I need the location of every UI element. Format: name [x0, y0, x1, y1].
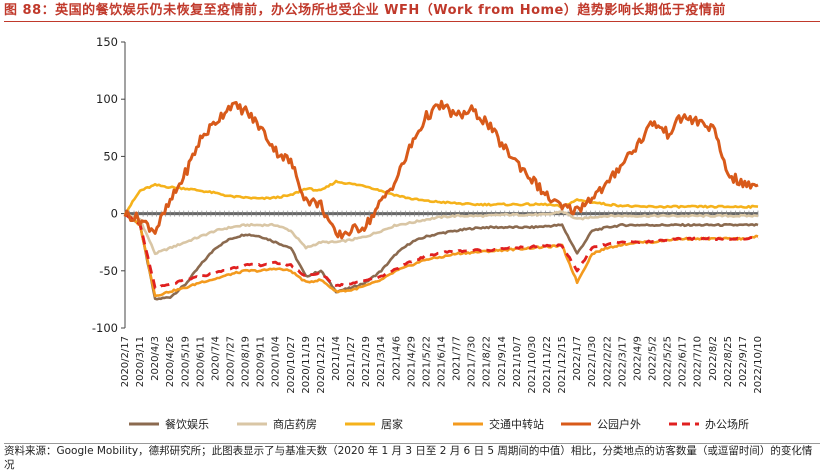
- y-tick-label: 100: [96, 92, 118, 106]
- x-tick-label: 2021/7/30: [467, 336, 478, 387]
- x-tick-label: 2022/1/30: [587, 336, 598, 387]
- y-tick-label: 50: [103, 149, 118, 163]
- x-tick-label: 2021/5/22: [421, 336, 432, 387]
- x-tick-label: 2021/1/4: [331, 336, 342, 381]
- x-tick-label: 2021/2/19: [361, 336, 372, 387]
- x-tick-label: 2022/1/7: [572, 336, 583, 381]
- x-axis: 2020/2/17 2020/3/11 2020/4/3 2020/4/26 2020/…: [120, 210, 764, 394]
- x-tick-label: 2021/8/22: [482, 336, 493, 387]
- x-tick-label: 2020/10/27: [286, 336, 297, 394]
- x-tick-label: 2021/12/15: [557, 336, 568, 394]
- x-tick-label: 2022/8/25: [723, 336, 734, 387]
- y-tick-label: -100: [92, 321, 118, 335]
- x-tick-label: 2020/8/19: [241, 336, 252, 387]
- x-tick-label: 2020/4/3: [150, 336, 161, 381]
- x-tick-label: 2021/4/29: [406, 336, 417, 387]
- x-tick-label: 2020/5/19: [180, 336, 191, 387]
- x-tick-label: 2021/10/7: [512, 336, 523, 387]
- source-divider: [4, 443, 820, 444]
- legend-label: 居家: [381, 417, 403, 431]
- x-tick-label: 2020/9/11: [256, 336, 267, 387]
- y-tick-label: 0: [111, 207, 118, 221]
- series-line-2: [123, 179, 759, 216]
- legend-label: 公园户外: [597, 417, 641, 431]
- legend-label: 商店药房: [273, 417, 317, 431]
- series-line-3: [124, 212, 759, 298]
- x-tick-label: 2021/10/30: [527, 336, 538, 394]
- x-tick-label: 2021/1/27: [346, 336, 357, 387]
- y-axis: -100 -50 0 50 100 150: [92, 35, 126, 335]
- legend-label: 交通中转站: [489, 417, 544, 431]
- x-tick-label: 2020/7/4: [210, 336, 221, 381]
- x-tick-label: 2020/3/11: [135, 336, 146, 387]
- x-tick-label: 2022/6/17: [678, 336, 689, 387]
- legend: 餐饮娱乐 商店药房 居家 交通中转站 公园户外 办公场所: [129, 417, 749, 431]
- figure-title: 图 88：英国的餐饮娱乐仍未恢复至疫情前，办公场所也受企业 WFH（Work f…: [4, 3, 726, 18]
- x-tick-label: 2022/5/25: [663, 336, 674, 387]
- x-tick-label: 2022/7/10: [693, 336, 704, 387]
- legend-label: 餐饮娱乐: [165, 417, 209, 431]
- series-line-1: [124, 210, 759, 256]
- x-tick-label: 2020/11/19: [301, 336, 312, 394]
- x-tick-label: 2021/4/6: [391, 336, 402, 381]
- x-tick-label: 2022/5/2: [648, 336, 659, 381]
- x-tick-label: 2022/9/17: [738, 336, 749, 387]
- legend-label: 办公场所: [705, 417, 749, 431]
- series-line-4: [123, 99, 759, 240]
- source-note: 资料来源：Google Mobility，德邦研究所；此图表显示了与基准天数（2…: [4, 445, 813, 471]
- x-tick-label: 2021/6/14: [437, 336, 448, 387]
- x-tick-label: 2021/3/14: [376, 336, 387, 387]
- y-tick-label: -50: [99, 264, 118, 278]
- x-tick-label: 2022/8/2: [708, 336, 719, 381]
- title-divider: [4, 21, 820, 22]
- x-tick-label: 2021/7/7: [452, 336, 463, 381]
- x-tick-label: 2021/11/22: [542, 336, 553, 394]
- x-tick-label: 2020/6/11: [195, 336, 206, 387]
- series-line-0: [124, 213, 759, 301]
- x-tick-label: 2020/4/26: [165, 336, 176, 387]
- series-layer: [123, 99, 759, 301]
- series-line-5: [124, 213, 759, 290]
- x-tick-label: 2022/3/17: [617, 336, 628, 387]
- x-tick-label: 2022/4/9: [632, 336, 643, 381]
- x-tick-label: 2020/7/27: [226, 336, 237, 387]
- x-tick-label: 2022/10/10: [753, 336, 764, 394]
- y-tick-label: 150: [96, 35, 118, 49]
- x-tick-label: 2020/2/17: [120, 336, 131, 387]
- x-tick-label: 2020/10/4: [271, 336, 282, 387]
- x-tick-label: 2020/12/12: [316, 336, 327, 394]
- x-tick-label: 2022/2/22: [602, 336, 613, 387]
- x-tick-label: 2021/9/14: [497, 336, 508, 387]
